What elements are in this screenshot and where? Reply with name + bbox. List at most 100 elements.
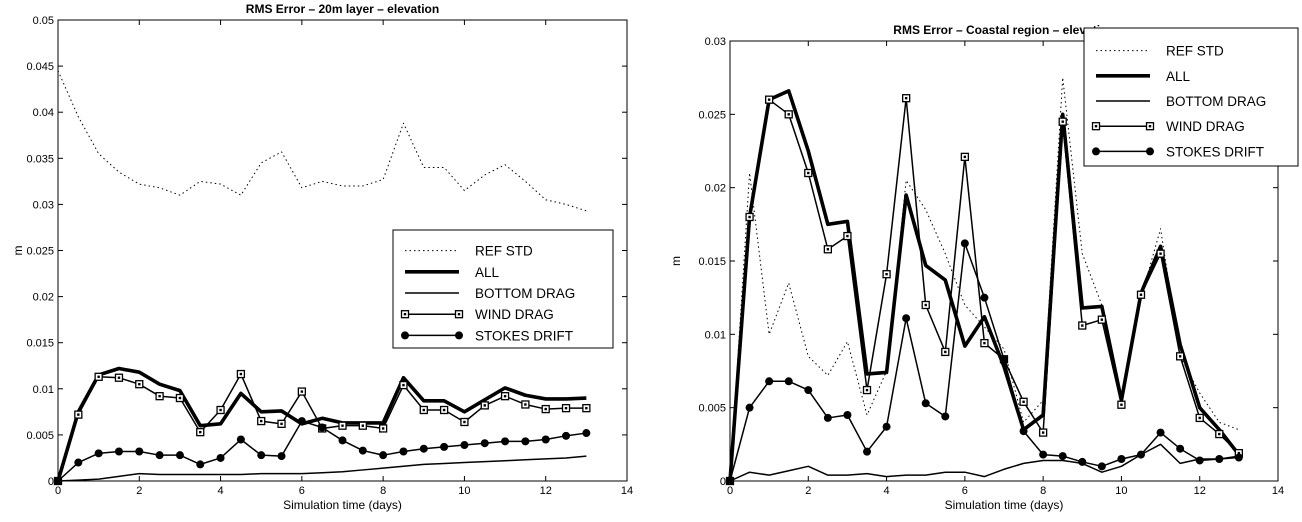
legend-marker <box>401 331 409 340</box>
x-tick-label: 2 <box>805 485 811 497</box>
data-point <box>745 403 754 412</box>
data-point <box>196 460 205 469</box>
data-point <box>980 293 989 302</box>
data-point <box>1019 427 1028 436</box>
data-point <box>1000 355 1008 364</box>
data-point <box>257 451 266 460</box>
data-point <box>941 412 950 421</box>
data-point <box>1097 462 1106 471</box>
x-tick-label: 8 <box>380 485 386 497</box>
data-point <box>1058 452 1067 461</box>
data-point <box>114 447 123 456</box>
y-axis-label: m <box>11 246 25 256</box>
x-tick-label: 10 <box>1115 485 1127 497</box>
legend-label: STOKES DRIFT <box>475 328 573 343</box>
y-tick-label: 0.015 <box>698 256 726 268</box>
data-point <box>236 435 245 444</box>
data-point <box>440 442 449 451</box>
legend-marker <box>1146 147 1154 156</box>
data-point <box>399 447 408 456</box>
chart-right-svg: RMS Error – Coastal region – elevation 0 2… <box>669 23 1299 512</box>
data-point <box>960 239 969 248</box>
data-point <box>843 411 852 419</box>
y-tick-label: 0 <box>720 476 726 488</box>
y-tick-label: 0.005 <box>26 430 54 442</box>
data-point <box>135 447 144 456</box>
data-point <box>155 451 164 460</box>
series-line <box>57 455 587 482</box>
data-point <box>1078 457 1087 466</box>
y-tick-label: 0.025 <box>698 109 726 121</box>
series-all <box>56 366 587 482</box>
legend-marker <box>455 331 463 340</box>
series-line <box>728 89 1241 482</box>
data-point <box>460 441 469 450</box>
y-tick-label: 0.02 <box>705 183 726 195</box>
series-line <box>56 366 587 482</box>
data-point <box>726 477 734 485</box>
data-point <box>501 437 510 446</box>
data-point <box>480 439 489 448</box>
series-bottom-drag <box>57 455 587 482</box>
y-axis-label: m <box>669 256 683 266</box>
chart-title: RMS Error – Coastal region – elevation <box>893 23 1114 37</box>
y-tick-label: 0.045 <box>26 61 54 73</box>
data-point <box>541 435 550 444</box>
x-tick-label: 14 <box>621 485 633 497</box>
legend-label: WIND DRAG <box>1166 119 1245 134</box>
data-point <box>419 444 428 453</box>
series-ref-std <box>57 70 587 212</box>
legend-marker <box>1092 147 1100 156</box>
y-tick-label: 0.01 <box>705 329 726 341</box>
x-tick-label: 6 <box>299 485 305 497</box>
data-point <box>902 314 911 323</box>
data-point <box>823 413 832 422</box>
data-point <box>338 436 347 445</box>
legend-label: WIND DRAG <box>475 307 554 322</box>
y-tick-label: 0 <box>48 476 54 488</box>
data-point <box>1176 444 1185 453</box>
x-axis-label: Simulation time (days) <box>283 498 402 512</box>
data-point <box>804 386 813 395</box>
y-tick-label: 0.025 <box>26 246 54 258</box>
y-tick-label: 0.04 <box>33 107 54 119</box>
data-point <box>54 477 62 485</box>
y-tick-label: 0.03 <box>33 199 54 211</box>
legend-label: ALL <box>1166 69 1191 84</box>
data-point <box>379 451 388 460</box>
y-tick-label: 0.005 <box>698 403 726 415</box>
data-point <box>562 431 571 440</box>
data-point <box>521 437 530 446</box>
legend-label: STOKES DRIFT <box>1166 144 1264 159</box>
data-point <box>765 377 774 386</box>
data-point <box>1156 428 1165 437</box>
legend: REF STD ALL BOTTOM DRAG WIND DRAG STOKES DRI… <box>1083 27 1299 167</box>
data-point <box>1039 450 1048 459</box>
series-stokes-drift <box>726 239 1243 485</box>
x-tick-label: 4 <box>218 485 224 497</box>
data-point <box>277 452 286 461</box>
series-bottom-drag <box>729 443 1239 482</box>
legend-label: BOTTOM DRAG <box>475 286 575 301</box>
legend-label: REF STD <box>1166 44 1224 59</box>
chart-panel-left: RMS Error – 20m layer – elevation 0 2 4 6 8 10… <box>0 0 651 517</box>
data-point <box>1117 455 1126 463</box>
y-tick-label: 0.015 <box>26 338 54 350</box>
data-point <box>297 417 306 426</box>
series-line <box>729 443 1239 482</box>
legend-label: ALL <box>475 265 500 280</box>
x-tick-label: 12 <box>540 485 552 497</box>
data-point <box>921 399 930 408</box>
data-point <box>358 446 367 455</box>
data-point <box>94 449 103 458</box>
x-axis-label: Simulation time (days) <box>945 498 1064 512</box>
x-tick-label: 10 <box>458 485 470 497</box>
chart-panel-right: RMS Error – Coastal region – elevation 0 2… <box>651 0 1302 517</box>
x-tick-label: 0 <box>55 485 61 497</box>
chart-left-svg: RMS Error – 20m layer – elevation 0 2 4 6 8 10… <box>11 2 633 512</box>
data-point <box>74 458 83 467</box>
series-stokes-drift <box>54 417 591 485</box>
data-point <box>1234 453 1243 462</box>
series-line <box>57 70 587 212</box>
x-tick-label: 14 <box>1272 485 1284 497</box>
